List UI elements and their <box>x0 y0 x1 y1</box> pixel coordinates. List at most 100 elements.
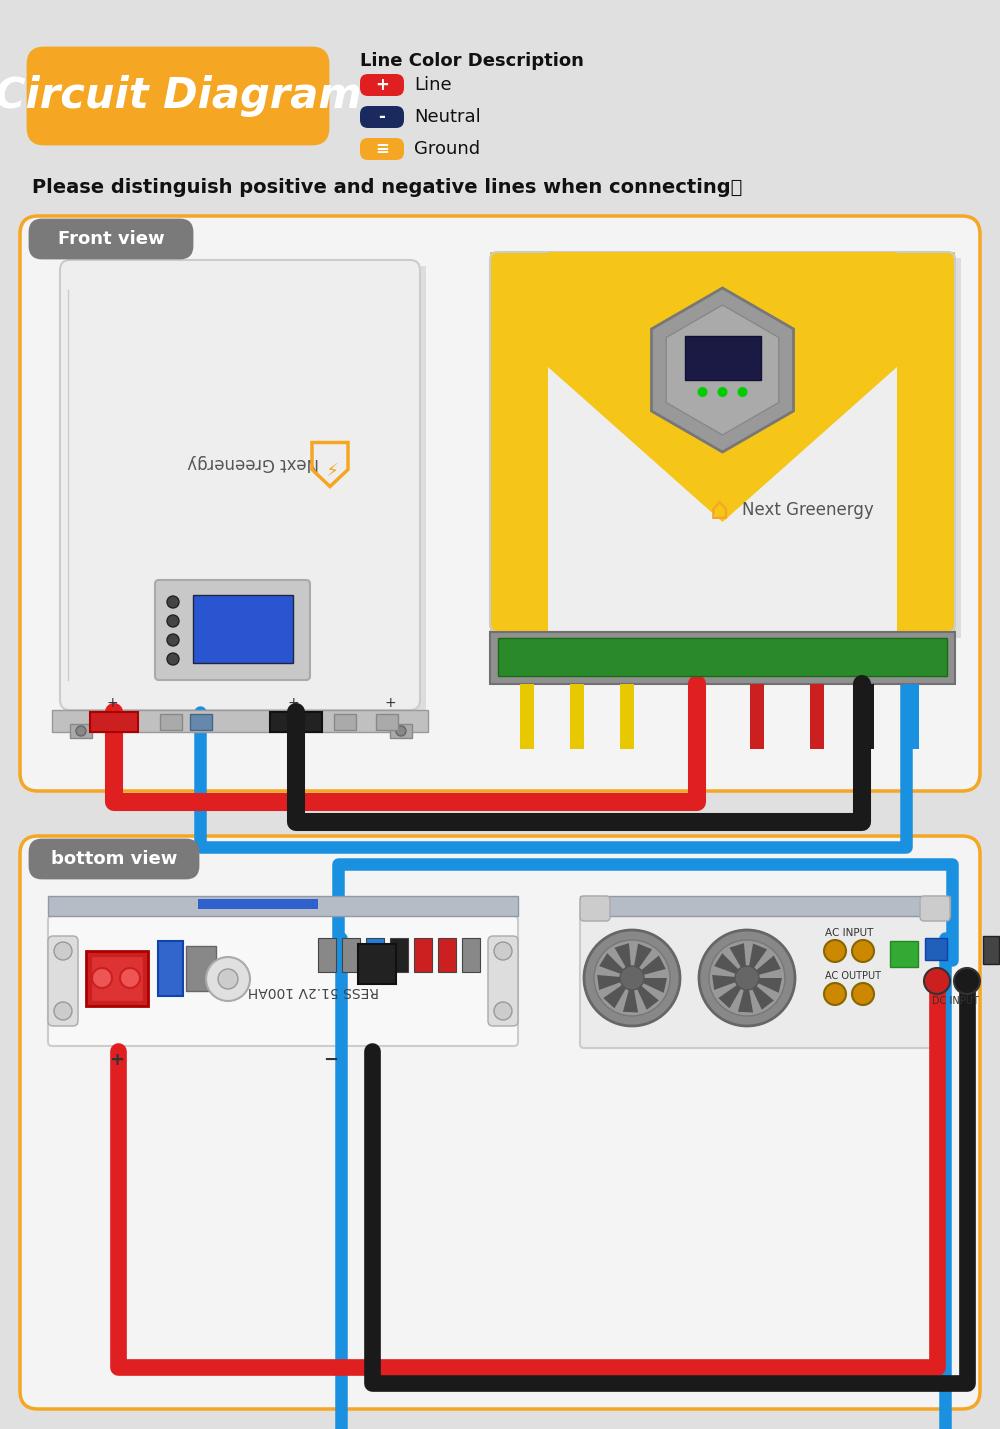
Polygon shape <box>666 304 779 434</box>
Bar <box>358 945 396 985</box>
Text: Neutral: Neutral <box>414 109 481 126</box>
Circle shape <box>852 983 874 1005</box>
FancyBboxPatch shape <box>20 836 980 1409</box>
Bar <box>48 896 518 916</box>
Circle shape <box>396 726 406 736</box>
FancyBboxPatch shape <box>920 896 950 922</box>
Polygon shape <box>603 985 626 1009</box>
FancyBboxPatch shape <box>28 49 328 144</box>
Bar <box>684 336 761 380</box>
Text: Line: Line <box>414 76 452 94</box>
Text: Front view: Front view <box>58 230 164 249</box>
Bar <box>580 896 950 916</box>
Bar <box>91 956 143 1000</box>
Polygon shape <box>738 990 753 1013</box>
Circle shape <box>167 653 179 664</box>
Text: +: + <box>384 696 396 710</box>
Bar <box>496 259 961 637</box>
FancyBboxPatch shape <box>60 260 420 710</box>
Bar <box>193 594 293 663</box>
Bar <box>90 712 138 732</box>
Text: ⌂: ⌂ <box>710 496 729 524</box>
Text: AC INPUT: AC INPUT <box>825 927 873 937</box>
Bar <box>190 714 212 730</box>
Bar <box>390 937 408 972</box>
Bar <box>438 937 456 972</box>
Circle shape <box>824 940 846 962</box>
Bar <box>270 712 322 732</box>
Bar <box>810 684 824 749</box>
Circle shape <box>120 967 140 987</box>
Circle shape <box>954 967 980 995</box>
Polygon shape <box>651 289 794 452</box>
Polygon shape <box>756 956 781 975</box>
Bar <box>318 937 336 972</box>
Text: Next Greenergy: Next Greenergy <box>742 502 874 519</box>
Polygon shape <box>599 953 624 975</box>
Bar <box>66 266 426 716</box>
Bar <box>70 725 92 737</box>
Bar <box>498 637 947 676</box>
Polygon shape <box>634 943 652 969</box>
Polygon shape <box>730 943 746 967</box>
FancyBboxPatch shape <box>490 252 955 632</box>
Polygon shape <box>623 990 638 1013</box>
Circle shape <box>54 1002 72 1020</box>
Text: Next Greenergy: Next Greenergy <box>187 453 319 472</box>
Circle shape <box>735 966 759 990</box>
Circle shape <box>584 930 680 1026</box>
Text: Circuit Diagram: Circuit Diagram <box>0 74 361 117</box>
Circle shape <box>76 726 86 736</box>
Circle shape <box>494 942 512 960</box>
Bar <box>690 684 704 749</box>
Bar <box>925 937 947 960</box>
Text: bottom view: bottom view <box>51 850 177 867</box>
Text: +: + <box>106 696 118 710</box>
Circle shape <box>824 983 846 1005</box>
Circle shape <box>218 969 238 989</box>
Text: -: - <box>379 109 385 126</box>
Circle shape <box>852 940 874 962</box>
FancyBboxPatch shape <box>155 580 310 680</box>
Circle shape <box>594 940 670 1016</box>
FancyBboxPatch shape <box>48 936 78 1026</box>
Bar <box>570 684 584 749</box>
Polygon shape <box>718 985 741 1009</box>
Bar <box>983 936 999 965</box>
Bar <box>52 710 428 732</box>
Polygon shape <box>714 953 739 975</box>
Bar <box>160 714 182 730</box>
Text: +: + <box>110 1050 124 1069</box>
Text: −: − <box>323 1050 339 1069</box>
Circle shape <box>167 596 179 607</box>
Circle shape <box>92 967 112 987</box>
Bar <box>334 714 356 730</box>
Polygon shape <box>749 943 767 969</box>
Circle shape <box>620 966 644 990</box>
FancyBboxPatch shape <box>580 916 950 1047</box>
Circle shape <box>699 930 795 1026</box>
Bar <box>897 252 955 632</box>
Bar <box>390 725 412 737</box>
Polygon shape <box>758 977 782 993</box>
Bar <box>490 632 955 684</box>
FancyBboxPatch shape <box>360 106 404 129</box>
Circle shape <box>924 967 950 995</box>
Circle shape <box>709 940 785 1016</box>
Polygon shape <box>752 986 774 1010</box>
Polygon shape <box>614 943 631 967</box>
Bar <box>186 946 216 990</box>
Text: Line Color Description: Line Color Description <box>360 51 584 70</box>
FancyBboxPatch shape <box>580 896 610 922</box>
Bar <box>342 937 360 972</box>
Bar <box>366 937 384 972</box>
Circle shape <box>167 634 179 646</box>
Bar <box>905 684 919 749</box>
Text: Ground: Ground <box>414 140 480 159</box>
Bar <box>860 684 874 749</box>
Circle shape <box>206 957 250 1000</box>
Polygon shape <box>637 986 659 1010</box>
Bar <box>376 714 398 730</box>
Text: DC INPUT: DC INPUT <box>932 996 978 1006</box>
Bar <box>414 937 432 972</box>
